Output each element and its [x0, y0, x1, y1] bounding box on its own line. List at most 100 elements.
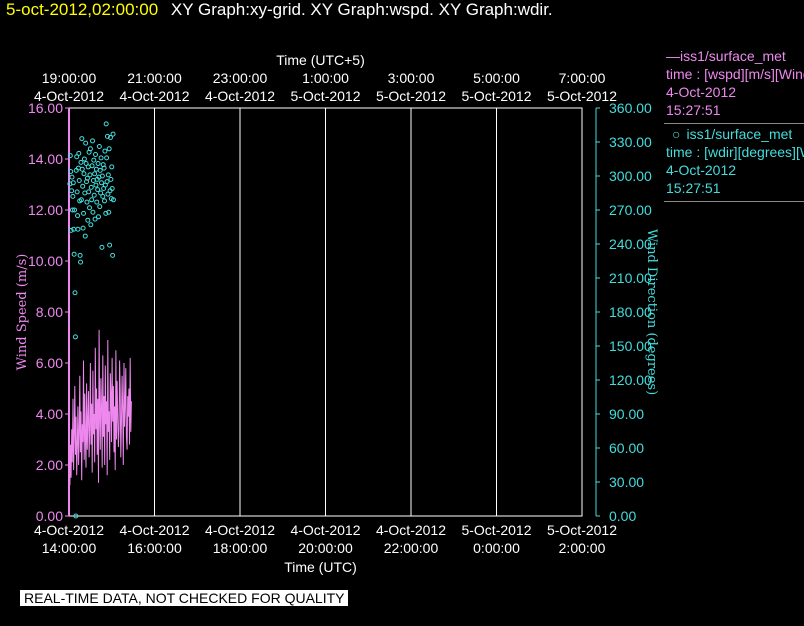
wind-direction-point-48 [87, 146, 93, 152]
bottom-tick-time-5: 0:00:00 [473, 540, 520, 556]
left-tick-label-6: 12.00 [28, 202, 63, 218]
left-tick-label-2: 4.00 [36, 406, 63, 422]
right-tick-label-1: 30.00 [609, 474, 644, 490]
wind-direction-point-98 [109, 164, 115, 170]
bottom-tick-time-3: 20:00:00 [298, 540, 353, 556]
wind-direction-point-61 [93, 182, 99, 188]
right-tick-label-12: 360.00 [609, 100, 652, 116]
wind-direction-point-91 [106, 209, 112, 215]
wind-direction-point-51 [89, 197, 95, 203]
wind-direction-point-4 [69, 188, 75, 194]
wind-direction-point-26 [78, 159, 84, 165]
bottom-tick-time-2: 18:00:00 [213, 540, 268, 556]
top-tick-date-6: 5-Oct-2012 [547, 88, 617, 104]
wind-direction-point-93 [107, 242, 113, 248]
wind-speed-line [69, 329, 132, 486]
wind-direction-point-53 [90, 138, 96, 144]
bottom-tick-time-0: 14:00:00 [42, 540, 97, 556]
wind-direction-point-3 [68, 227, 74, 233]
wind-direction-point-42 [85, 217, 91, 223]
top-tick-date-2: 4-Oct-2012 [205, 88, 275, 104]
top-axis-label: Time (UTC+5) [276, 52, 365, 68]
wind-direction-point-6 [69, 207, 75, 213]
legend-entry-wspd[interactable]: —iss1/surface_met time : [wspd][m/s][Win… [664, 46, 804, 124]
wind-direction-point-52 [89, 163, 95, 169]
legend-wdir-marker-icon: ○ [672, 126, 681, 142]
top-tick-time-4: 3:00:00 [388, 70, 435, 86]
wind-direction-point-75 [99, 244, 105, 250]
bottom-tick-date-4: 4-Oct-2012 [376, 522, 446, 538]
wind-direction-point-13 [72, 334, 78, 340]
wind-direction-point-21 [76, 150, 82, 156]
right-tick-label-9: 270.00 [609, 202, 652, 218]
right-tick-label-6: 180.00 [609, 304, 652, 320]
wind-direction-point-19 [75, 226, 81, 232]
left-tick-label-5: 10.00 [28, 253, 63, 269]
wind-direction-point-56 [91, 157, 97, 163]
wind-direction-point-7 [70, 193, 76, 199]
wind-direction-point-70 [97, 204, 103, 210]
wind-direction-point-50 [88, 184, 94, 190]
wind-direction-point-86 [104, 155, 110, 161]
right-tick-label-10: 300.00 [609, 168, 652, 184]
wind-direction-point-65 [95, 187, 101, 193]
wind-direction-point-31 [80, 225, 86, 231]
wind-direction-point-96 [108, 176, 114, 182]
right-tick-label-4: 120.00 [609, 372, 652, 388]
wind-direction-point-38 [83, 161, 89, 167]
bottom-tick-date-0: 4-Oct-2012 [34, 522, 104, 538]
wind-direction-point-8 [70, 180, 76, 186]
wind-direction-point-32 [81, 210, 87, 216]
wind-direction-point-10 [71, 251, 77, 257]
wind-direction-point-59 [92, 216, 98, 222]
legend-wdir-title-row: ○ iss1/surface_met [666, 125, 804, 143]
wind-direction-point-67 [95, 214, 101, 220]
legend-entry-wdir[interactable]: ○ iss1/surface_met time : [wdir][degrees]… [664, 124, 804, 202]
legend-wspd-title: —iss1/surface_met [666, 48, 786, 64]
wind-direction-point-12 [72, 290, 78, 296]
right-tick-label-0: 0.00 [609, 508, 636, 524]
bottom-tick-time-1: 16:00:00 [127, 540, 182, 556]
wind-direction-point-30 [80, 183, 86, 189]
top-tick-time-0: 19:00:00 [42, 70, 97, 86]
wind-direction-point-36 [82, 233, 88, 239]
left-tick-label-0: 0.00 [36, 508, 63, 524]
right-tick-label-3: 90.00 [609, 406, 644, 422]
wind-direction-point-17 [74, 189, 80, 195]
wind-direction-point-87 [104, 179, 110, 185]
wind-direction-point-60 [93, 151, 99, 157]
wind-direction-point-46 [87, 205, 93, 211]
wind-direction-point-24 [77, 252, 83, 258]
right-tick-label-7: 210.00 [609, 270, 652, 286]
wind-direction-point-37 [83, 140, 89, 146]
wind-direction-point-92 [106, 146, 112, 152]
wind-direction-point-11 [72, 207, 78, 213]
top-tick-date-3: 5-Oct-2012 [290, 88, 360, 104]
wind-direction-point-88 [104, 133, 110, 139]
wind-direction-point-100 [110, 252, 116, 258]
right-tick-label-2: 60.00 [609, 440, 644, 456]
graph-list: XY Graph:xy-grid. XY Graph:wspd. XY Grap… [170, 0, 553, 19]
top-tick-date-1: 4-Oct-2012 [119, 88, 189, 104]
wind-direction-point-69 [96, 144, 102, 150]
wind-direction-point-44 [86, 189, 92, 195]
bottom-axis-label: Time (UTC) [284, 559, 357, 575]
legend-wspd-date: 4-Oct-2012 [666, 84, 737, 100]
wind-direction-point-47 [87, 172, 93, 178]
right-tick-label-5: 150.00 [609, 338, 652, 354]
top-tick-time-1: 21:00:00 [127, 70, 182, 86]
wind-direction-point-72 [98, 190, 104, 196]
bottom-tick-date-1: 4-Oct-2012 [119, 522, 189, 538]
wind-direction-point-102 [110, 197, 116, 203]
top-tick-time-6: 7:00:00 [559, 70, 606, 86]
wind-direction-point-5 [69, 174, 75, 180]
legend-wdir-time: 15:27:51 [666, 180, 721, 196]
top-tick-date-0: 4-Oct-2012 [34, 88, 104, 104]
current-timestamp: 5-oct-2012,02:00:00 [6, 0, 159, 19]
legend: —iss1/surface_met time : [wspd][m/s][Win… [664, 46, 804, 202]
bottom-tick-date-2: 4-Oct-2012 [205, 522, 275, 538]
wind-direction-point-84 [103, 210, 109, 216]
bottom-tick-date-3: 4-Oct-2012 [290, 522, 360, 538]
wind-direction-point-71 [97, 167, 103, 173]
wind-direction-point-58 [92, 171, 98, 177]
